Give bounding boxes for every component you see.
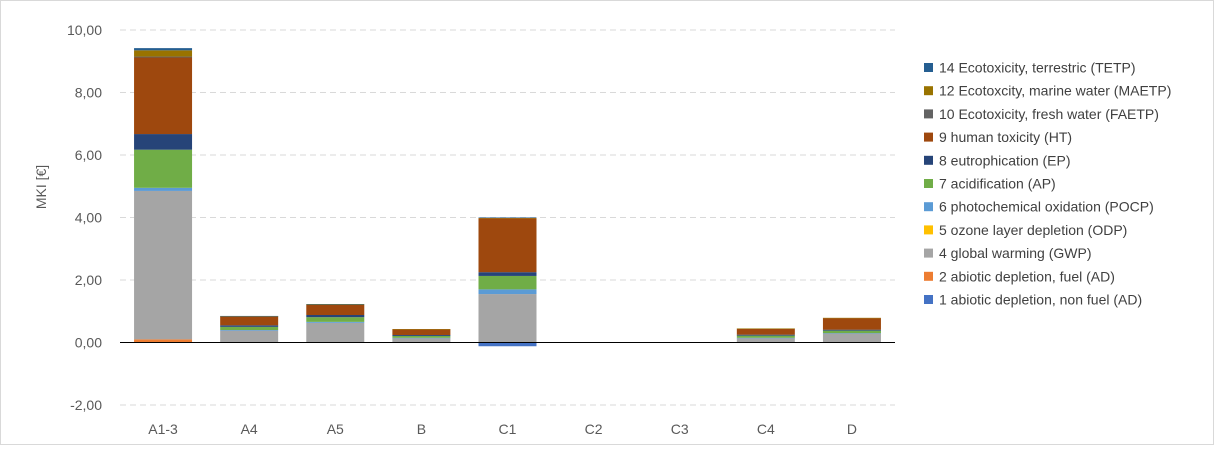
x-tick-label-c1: C1 bbox=[499, 421, 517, 437]
legend-label-10-ecotoxicity-fresh-water-faetp: 10 Ecotoxicity, fresh water (FAETP) bbox=[939, 106, 1159, 122]
bar-c1-12-ecotoxcity-marine-water-maetp bbox=[478, 217, 537, 219]
bar-a5-14-ecotoxicity-terrestric-tetp bbox=[306, 304, 365, 305]
legend-label-4-global-warming-gwp: 4 global warming (GWP) bbox=[939, 245, 1092, 261]
y-tick-label: 2,00 bbox=[75, 272, 102, 288]
bar-a4-14-ecotoxicity-terrestric-tetp bbox=[220, 315, 279, 317]
bar-a5-9-human-toxicity-ht bbox=[306, 305, 365, 315]
legend-swatch-8-eutrophication-ep bbox=[924, 155, 933, 165]
x-tick-label-c4: C4 bbox=[757, 421, 775, 437]
gridlines bbox=[120, 29, 895, 406]
bar-a4-7-acidification-ap bbox=[220, 326, 279, 330]
legend: 14 Ecotoxicity, terrestric (TETP) 12 Ecot… bbox=[924, 60, 1171, 308]
legend-swatch-9-human-toxicity-ht bbox=[924, 132, 933, 142]
legend-label-14-ecotoxicity-terrestric-tetp: 14 Ecotoxicity, terrestric (TETP) bbox=[939, 60, 1136, 76]
bar-a1-3-12-ecotoxcity-marine-water-maetp bbox=[134, 50, 193, 57]
x-tick-label-c2: C2 bbox=[585, 421, 603, 437]
bar-a1-3-2-abiotic-depletion-fuel-ad bbox=[134, 339, 193, 343]
legend-swatch-4-global-warming-gwp bbox=[924, 248, 933, 258]
bar-a1-3-6-photochemical-oxidation-pocp bbox=[134, 187, 193, 191]
bar-a5-12-ecotoxcity-marine-water-maetp bbox=[306, 304, 365, 305]
bar-d-4-global-warming-gwp bbox=[822, 333, 881, 343]
x-tick-label-b: B bbox=[417, 421, 426, 437]
bar-a1-3-9-human-toxicity-ht bbox=[134, 57, 193, 135]
legend-swatch-6-photochemical-oxidation-pocp bbox=[924, 202, 933, 212]
bar-b-7-acidification-ap bbox=[392, 335, 451, 338]
bar-a4-8-eutrophication-ep bbox=[220, 325, 279, 327]
bar-c1-6-photochemical-oxidation-pocp bbox=[478, 289, 537, 295]
bar-c4-9-human-toxicity-ht bbox=[736, 328, 795, 335]
bar-a5-7-acidification-ap bbox=[306, 317, 365, 322]
axes: -2,00 0,00 2,00 4,00 6,00 8,00 10,00 A1-3 A4 A5 B C… bbox=[67, 22, 895, 437]
bar-a5-4-global-warming-gwp bbox=[306, 322, 365, 343]
bar-c4-12-ecotoxcity-marine-water-maetp bbox=[736, 328, 795, 329]
legend-label-5-ozone-layer-depletion-odp: 5 ozone layer depletion (ODP) bbox=[939, 222, 1127, 238]
bar-d-7-acidification-ap bbox=[822, 330, 881, 334]
bar-a4-12-ecotoxcity-marine-water-maetp bbox=[220, 316, 279, 317]
legend-swatch-5-ozone-layer-depletion-odp bbox=[924, 225, 933, 235]
x-tick-label-a5: A5 bbox=[327, 421, 344, 437]
bar-c1-4-global-warming-gwp bbox=[478, 294, 537, 343]
bar-c1-1-abiotic-depletion-non-fuel-ad bbox=[478, 342, 537, 347]
bar-a1-3-8-eutrophication-ep bbox=[134, 134, 193, 150]
bar-b-9-human-toxicity-ht bbox=[392, 329, 451, 335]
y-tick-label: 4,00 bbox=[75, 210, 102, 226]
bar-d-6-photochemical-oxidation-pocp bbox=[822, 333, 881, 334]
y-tick-label: 0,00 bbox=[75, 335, 102, 351]
x-tick-label-a4: A4 bbox=[241, 421, 258, 437]
bar-d-8-eutrophication-ep bbox=[822, 329, 881, 331]
bar-b-6-photochemical-oxidation-pocp bbox=[392, 337, 451, 339]
bar-a4-6-photochemical-oxidation-pocp bbox=[220, 330, 279, 331]
bar-b-8-eutrophication-ep bbox=[392, 335, 451, 336]
legend-swatch-1-abiotic-depletion-non-fuel-ad bbox=[924, 295, 933, 304]
legend-swatch-10-ecotoxicity-fresh-water-faetp bbox=[924, 109, 933, 119]
bar-c1-7-acidification-ap bbox=[478, 275, 537, 290]
bar-c1-14-ecotoxicity-terrestric-tetp bbox=[478, 217, 537, 218]
legend-label-6-photochemical-oxidation-pocp: 6 photochemical oxidation (POCP) bbox=[939, 199, 1154, 215]
y-tick-label: 10,00 bbox=[67, 22, 102, 38]
bar-a4-4-global-warming-gwp bbox=[220, 330, 279, 343]
bar-a1-3-7-acidification-ap bbox=[134, 149, 193, 188]
bar-c1-9-human-toxicity-ht bbox=[478, 218, 537, 273]
legend-swatch-2-abiotic-depletion-fuel-ad bbox=[924, 271, 933, 281]
x-tick-label-a1-3: A1-3 bbox=[148, 421, 178, 437]
legend-swatch-12-ecotoxcity-marine-water-maetp bbox=[924, 86, 933, 96]
y-axis-label: MKI [€] bbox=[33, 165, 49, 209]
bar-c4-4-global-warming-gwp bbox=[736, 338, 795, 343]
legend-label-2-abiotic-depletion-fuel-ad: 2 abiotic depletion, fuel (AD) bbox=[939, 268, 1115, 284]
bar-a1-3-14-ecotoxicity-terrestric-tetp bbox=[134, 48, 193, 51]
bar-a1-3-10-ecotoxicity-fresh-water-faetp bbox=[134, 56, 193, 58]
bars bbox=[134, 48, 881, 347]
bar-c4-6-photochemical-oxidation-pocp bbox=[736, 337, 795, 339]
bar-c4-7-acidification-ap bbox=[736, 335, 795, 338]
bar-a1-3-4-global-warming-gwp bbox=[134, 190, 193, 340]
legend-label-8-eutrophication-ep: 8 eutrophication (EP) bbox=[939, 152, 1071, 168]
y-tick-label: 8,00 bbox=[75, 85, 102, 101]
y-tick-label: -2,00 bbox=[70, 397, 102, 413]
bar-a4-9-human-toxicity-ht bbox=[220, 316, 279, 326]
x-tick-label-c3: C3 bbox=[671, 421, 689, 437]
bar-c1-8-eutrophication-ep bbox=[478, 272, 537, 276]
y-tick-label: 6,00 bbox=[75, 147, 102, 163]
legend-swatch-7-acidification-ap bbox=[924, 179, 933, 188]
legend-label-9-human-toxicity-ht: 9 human toxicity (HT) bbox=[939, 129, 1072, 145]
bar-a5-8-eutrophication-ep bbox=[306, 315, 365, 318]
bar-b-12-ecotoxcity-marine-water-maetp bbox=[392, 329, 451, 330]
bar-c4-8-eutrophication-ep bbox=[736, 334, 795, 336]
legend-label-12-ecotoxcity-marine-water-maetp: 12 Ecotoxcity, marine water (MAETP) bbox=[939, 83, 1171, 99]
legend-label-1-abiotic-depletion-non-fuel-ad: 1 abiotic depletion, non fuel (AD) bbox=[939, 292, 1142, 308]
bar-a5-6-photochemical-oxidation-pocp bbox=[306, 321, 365, 323]
legend-label-7-acidification-ap: 7 acidification (AP) bbox=[939, 176, 1056, 192]
bar-d-12-ecotoxcity-marine-water-maetp bbox=[822, 317, 881, 319]
bar-d-9-human-toxicity-ht bbox=[822, 318, 881, 330]
legend-swatch-14-ecotoxicity-terrestric-tetp bbox=[924, 63, 933, 72]
bar-b-4-global-warming-gwp bbox=[392, 338, 451, 343]
x-tick-label-d: D bbox=[847, 421, 857, 437]
